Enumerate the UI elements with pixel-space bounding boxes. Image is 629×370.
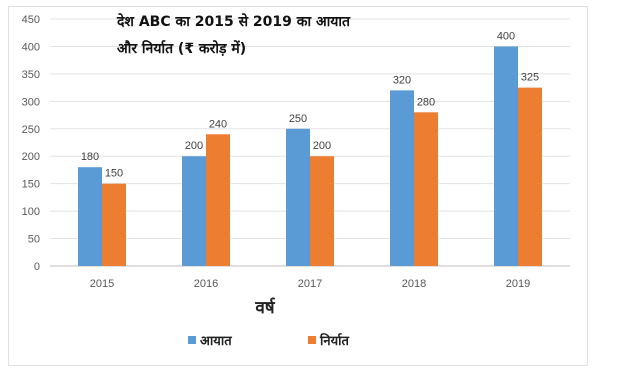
legend-swatch	[188, 336, 196, 344]
legend-label: निर्यात	[319, 333, 349, 349]
bar-2019-s2	[518, 87, 542, 266]
x-tick-label: 2017	[298, 278, 322, 290]
legend-label: आयात	[200, 334, 232, 349]
y-tick-label: 50	[28, 234, 40, 246]
data-label: 200	[313, 140, 331, 152]
bar-2015-s2	[102, 183, 126, 266]
y-tick-label: 100	[22, 206, 40, 218]
bar-2017-s1	[286, 128, 310, 266]
y-tick-label: 300	[22, 96, 40, 108]
x-tick-label: 2015	[90, 278, 114, 290]
data-label: 250	[289, 113, 307, 125]
bar-2016-s2	[206, 134, 230, 266]
bar-2019-s1	[494, 46, 518, 266]
x-tick-label: 2019	[506, 278, 530, 290]
y-tick-label: 450	[22, 14, 40, 26]
x-tick-label: 2016	[194, 278, 218, 290]
data-label: 240	[209, 118, 227, 130]
data-label: 280	[417, 96, 435, 108]
y-tick-label: 400	[22, 41, 40, 53]
bar-2015-s1	[78, 167, 102, 266]
bar-2018-s1	[390, 90, 414, 266]
y-tick-label: 150	[22, 179, 40, 191]
chart-title-line1: देश ABC का 2015 से 2019 का आयात	[116, 13, 351, 30]
chart-title-line2: और निर्यात (₹ करोड़ में)	[117, 40, 246, 57]
y-tick-label: 0	[34, 261, 40, 273]
y-tick-label: 250	[22, 124, 40, 136]
bar-2017-s2	[310, 156, 334, 266]
data-label: 150	[105, 168, 123, 180]
bar-2016-s1	[182, 156, 206, 266]
data-label: 180	[81, 151, 99, 163]
y-tick-label: 350	[22, 69, 40, 81]
data-label: 320	[393, 74, 411, 86]
data-label: 400	[497, 30, 515, 42]
bar-2018-s2	[414, 112, 438, 266]
x-axis-label: वर्ष	[254, 297, 275, 318]
x-tick-label: 2018	[402, 278, 426, 290]
data-label: 200	[185, 140, 203, 152]
y-tick-label: 200	[22, 151, 40, 163]
legend-swatch	[308, 336, 316, 344]
data-label: 325	[521, 72, 539, 84]
